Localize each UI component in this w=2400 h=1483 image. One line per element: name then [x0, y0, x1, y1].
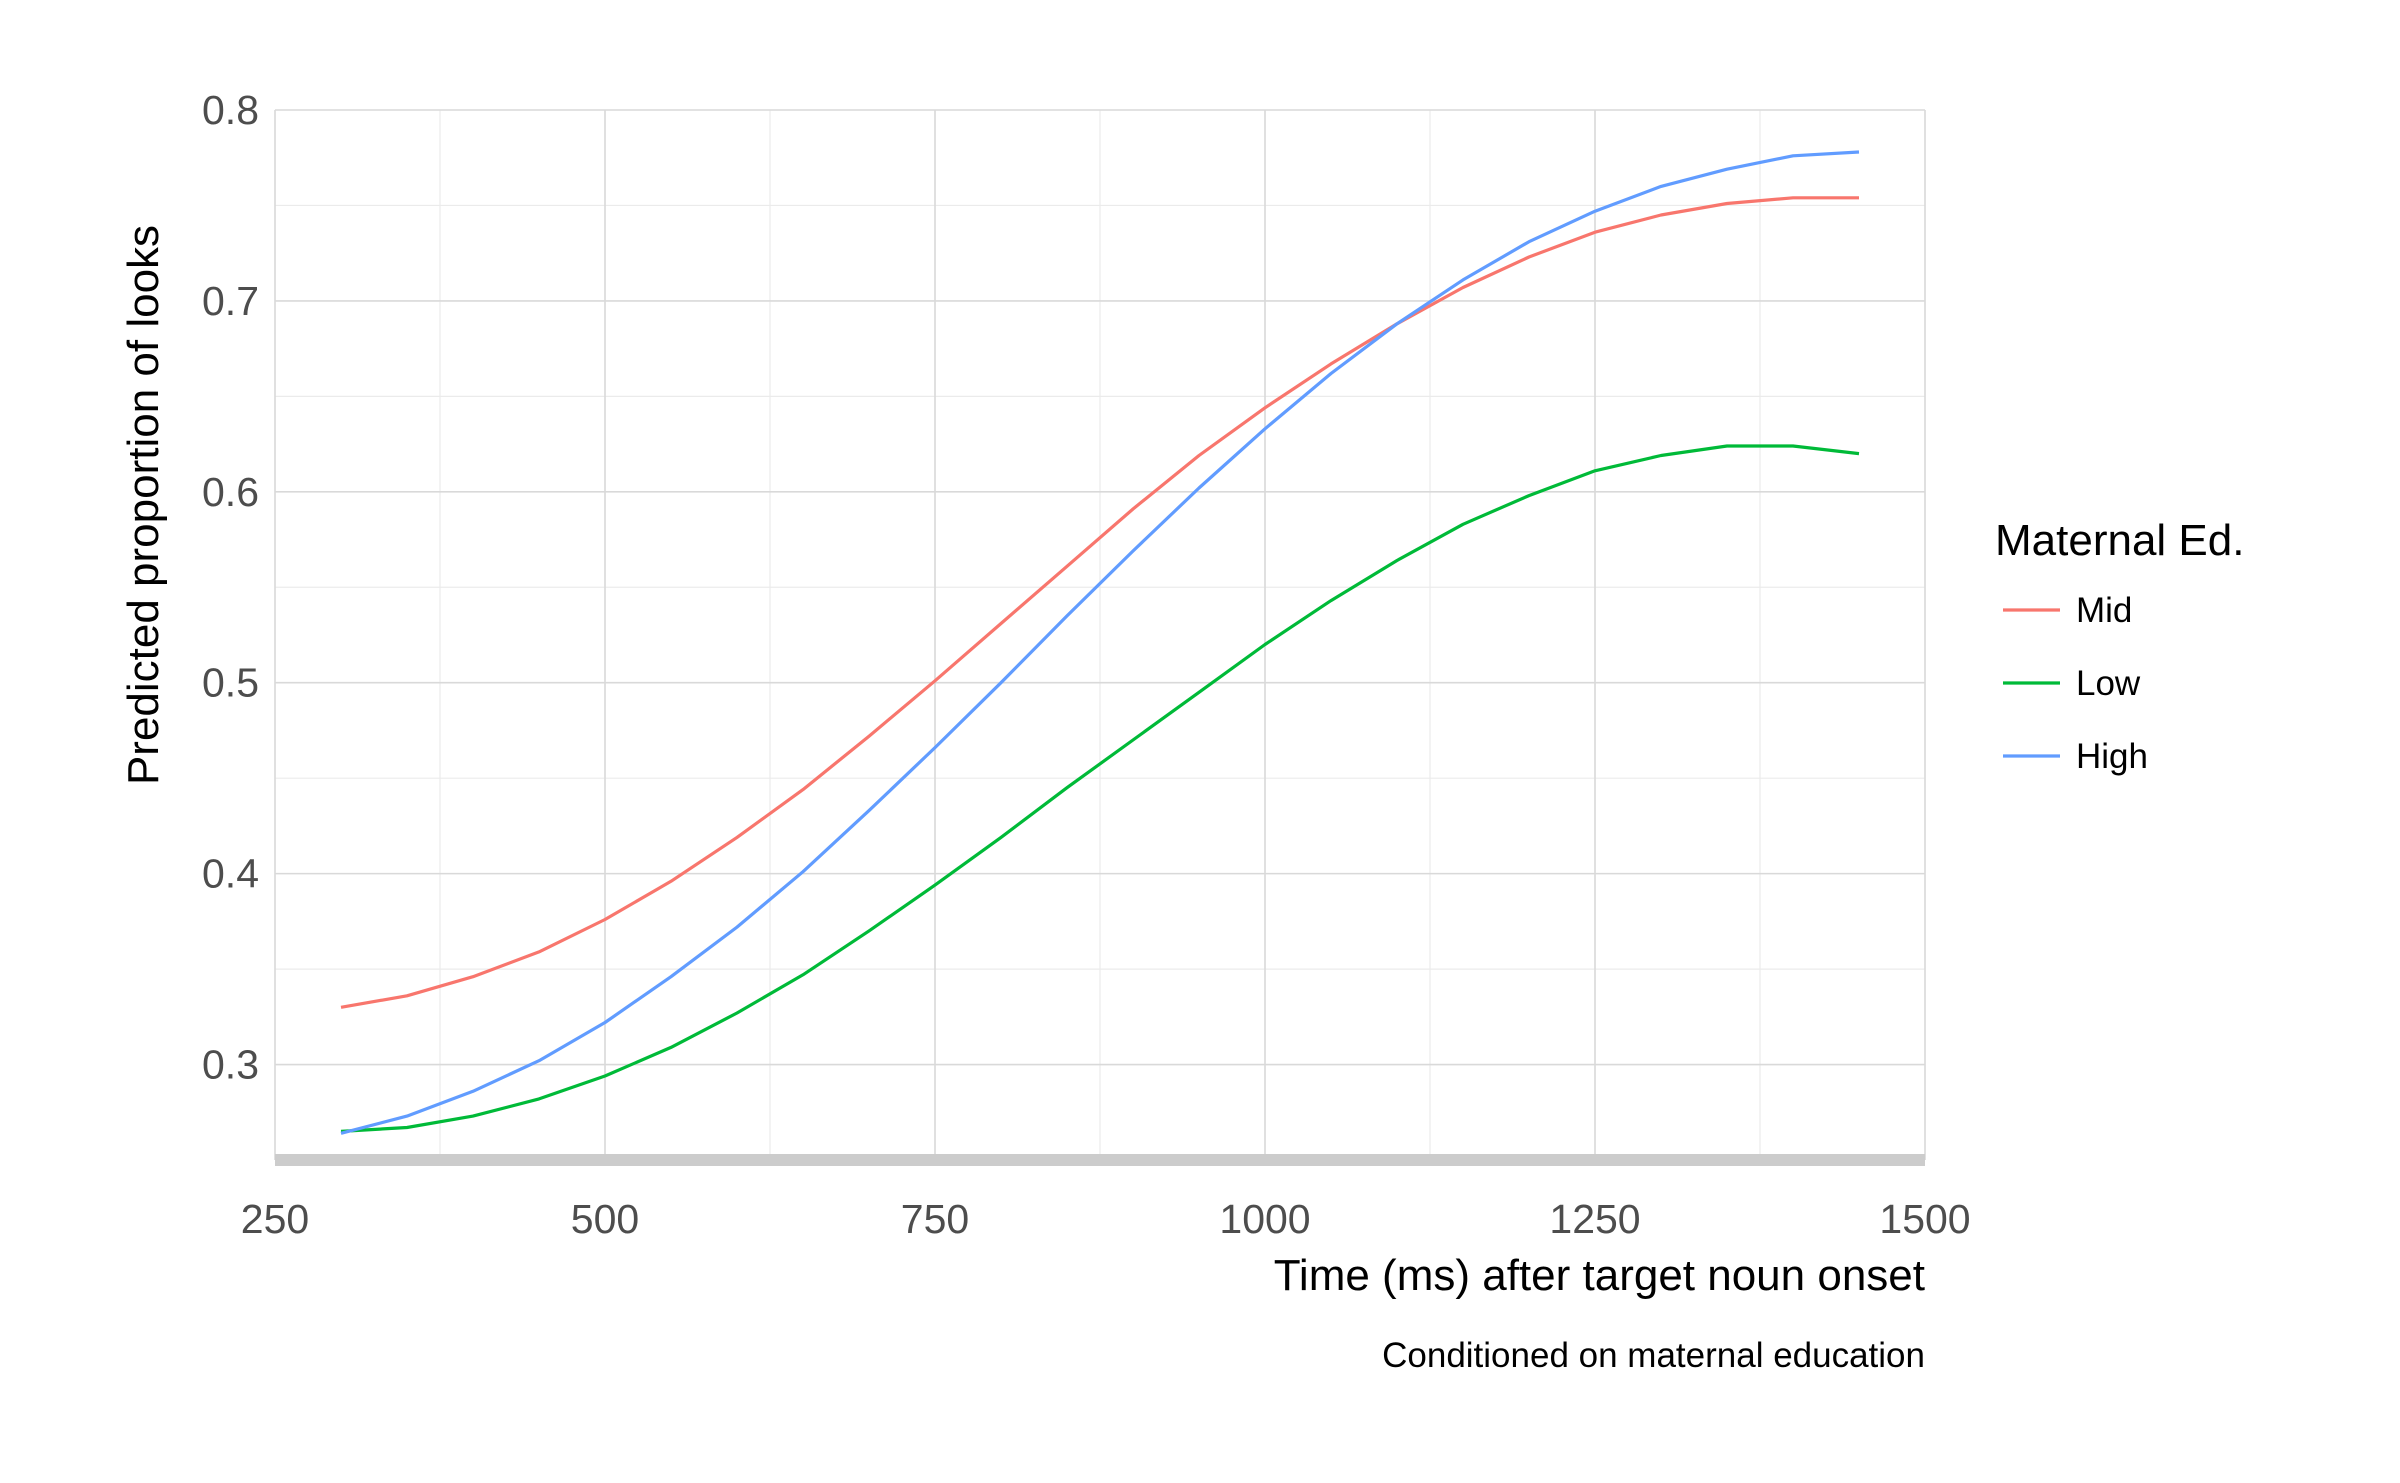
legend-items: Mid Low High	[2003, 591, 2148, 776]
y-tick-label: 0.7	[202, 278, 259, 324]
y-axis-title: Predicted proportion of looks	[119, 225, 168, 785]
y-tick-labels: 0.3 0.4 0.5 0.6 0.7 0.8	[202, 87, 259, 1088]
series-line-mid	[340, 196, 1859, 1009]
x-tick-label: 1500	[1879, 1196, 1970, 1242]
legend-title: Maternal Ed.	[1995, 516, 2244, 565]
x-tick-label: 250	[241, 1196, 309, 1242]
y-tick-label: 0.3	[202, 1042, 259, 1088]
legend-label-low: Low	[2076, 664, 2141, 703]
x-tick-label: 750	[901, 1196, 969, 1242]
legend-label-high: High	[2076, 737, 2148, 776]
x-tick-label: 1250	[1549, 1196, 1640, 1242]
x-tick-label: 500	[571, 1196, 639, 1242]
y-tick-label: 0.5	[202, 660, 259, 706]
minor-gridlines	[275, 110, 1925, 1161]
legend: Maternal Ed. Mid Low High	[1995, 516, 2244, 776]
series-line-high	[340, 150, 1860, 1135]
y-tick-label: 0.8	[202, 87, 259, 133]
y-tick-label: 0.6	[202, 469, 259, 515]
x-tick-labels: 250 500 750 1000 1250 1500	[241, 1196, 1971, 1242]
series-line-low	[340, 444, 1860, 1133]
x-axis-title: Time (ms) after target noun onset	[1274, 1251, 1925, 1300]
chart-caption: Conditioned on maternal education	[1382, 1336, 1925, 1375]
x-axis-baseline	[275, 1154, 1925, 1166]
legend-label-mid: Mid	[2076, 591, 2132, 630]
series-lines	[340, 150, 1860, 1135]
y-tick-label: 0.4	[202, 851, 259, 897]
x-tick-label: 1000	[1219, 1196, 1310, 1242]
major-gridlines	[274, 109, 1926, 1160]
